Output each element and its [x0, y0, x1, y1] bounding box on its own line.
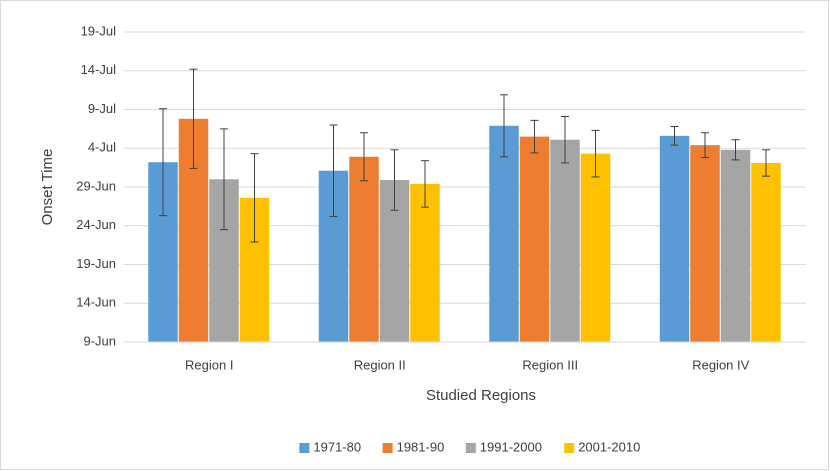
bar	[751, 162, 781, 342]
error-bar	[762, 149, 770, 177]
bar	[349, 156, 379, 342]
y-tick-label: 19-Jul	[81, 23, 117, 38]
x-axis-label: Studied Regions	[426, 387, 536, 404]
legend-label: 1991-2000	[480, 439, 542, 454]
x-tick-label: Region I	[185, 357, 233, 372]
y-tick-label: 24-Jun	[76, 217, 116, 232]
error-bar	[220, 128, 228, 231]
legend-swatch	[299, 443, 310, 453]
error-bar	[500, 94, 508, 158]
bar	[489, 125, 519, 343]
bar	[410, 183, 440, 342]
x-tick-label: Region III	[522, 357, 578, 372]
bar	[550, 139, 580, 342]
error-bar	[390, 149, 399, 211]
error-bar	[561, 115, 569, 164]
bar	[690, 145, 720, 342]
legend-swatch	[382, 443, 393, 453]
legend-label: 1971-80	[313, 439, 361, 454]
x-tick-label: Region IV	[692, 357, 749, 372]
bar	[519, 136, 550, 342]
y-tick-label: 29-Jun	[76, 178, 116, 193]
error-bar	[189, 68, 198, 169]
error-bar	[701, 132, 709, 159]
legend-label: 1981-90	[397, 439, 445, 454]
legend-swatch	[564, 443, 575, 453]
bar	[720, 149, 751, 342]
error-bar	[731, 139, 740, 161]
error-bar	[360, 132, 368, 182]
y-tick-label: 14-Jul	[81, 62, 117, 77]
error-bar	[670, 126, 679, 146]
y-tick-label: 9-Jul	[88, 101, 116, 116]
bar	[659, 135, 690, 342]
error-bar	[591, 129, 600, 178]
error-bar	[329, 124, 338, 217]
y-tick-label: 4-Jul	[88, 140, 116, 155]
y-tick-label: 9-Jun	[83, 333, 116, 348]
error-bar	[250, 153, 259, 243]
y-tick-label: 19-Jun	[76, 256, 116, 271]
legend-swatch	[465, 443, 476, 453]
y-axis-label: Onset Time	[39, 149, 56, 226]
legend-label: 2001-2010	[578, 439, 640, 454]
error-bar	[159, 108, 167, 217]
x-tick-label: Region II	[354, 357, 406, 372]
bar	[580, 153, 611, 342]
y-tick-label: 14-Jun	[76, 295, 116, 310]
error-bar	[530, 119, 539, 154]
error-bar	[421, 160, 429, 208]
